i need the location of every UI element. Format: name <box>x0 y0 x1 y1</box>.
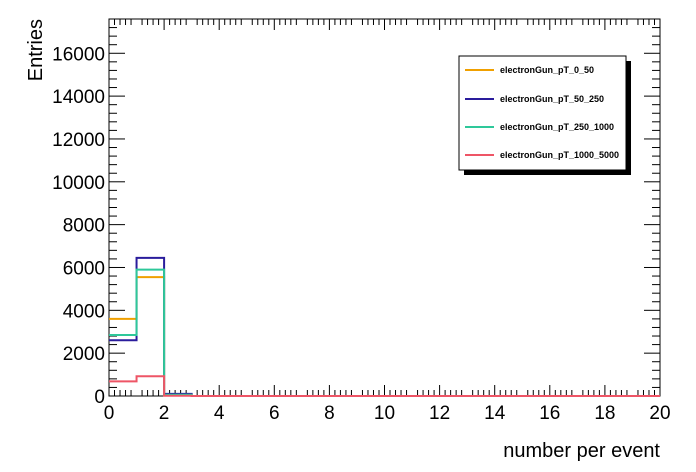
histogram-series <box>109 256 660 397</box>
x-tick-label: 8 <box>324 403 335 424</box>
legend-entries: electronGun_pT_0_50 electronGun_pT_50_250… <box>465 65 619 160</box>
series-line-1 <box>109 256 660 397</box>
x-tick-label: 12 <box>429 403 450 424</box>
x-tick-label: 0 <box>104 403 115 424</box>
legend-box <box>458 55 627 171</box>
legend-label-3: electronGun_pT_1000_5000 <box>500 150 619 160</box>
y-tick-label: 16000 <box>52 44 105 65</box>
y-axis-title: Entries <box>25 19 47 81</box>
axis-ticks <box>108 18 661 397</box>
x-tick-label: 10 <box>374 403 395 424</box>
x-tick-label: 16 <box>539 403 560 424</box>
x-tick-label: 20 <box>649 403 670 424</box>
y-tick-label: 10000 <box>52 173 105 194</box>
tick-labels: 0 2 4 6 8 10 12 14 16 18 20 0 2000 4000 6000 8000 10000 1… <box>52 44 670 424</box>
x-tick-label: 18 <box>594 403 615 424</box>
y-tick-label: 2000 <box>63 344 105 365</box>
x-tick-label: 2 <box>159 403 170 424</box>
x-tick-label: 4 <box>214 403 225 424</box>
x-axis-title: number per event <box>503 440 660 462</box>
series-line-3 <box>109 375 660 397</box>
legend-label-0: electronGun_pT_0_50 <box>500 65 594 75</box>
y-tick-label: 12000 <box>52 130 105 151</box>
y-tick-label: 14000 <box>52 87 105 108</box>
x-tick-label: 6 <box>269 403 280 424</box>
y-tick-label: 6000 <box>63 258 105 279</box>
y-tick-label: 4000 <box>63 301 105 322</box>
legend: electronGun_pT_0_50 electronGun_pT_50_250… <box>458 55 631 175</box>
x-tick-label: 14 <box>484 403 506 424</box>
y-tick-label: 0 <box>94 387 105 408</box>
series-line-2 <box>109 268 660 397</box>
series-line-0 <box>109 276 660 397</box>
y-tick-label: 8000 <box>63 216 105 237</box>
legend-label-2: electronGun_pT_250_1000 <box>500 122 614 132</box>
legend-label-1: electronGun_pT_50_250 <box>500 94 604 104</box>
